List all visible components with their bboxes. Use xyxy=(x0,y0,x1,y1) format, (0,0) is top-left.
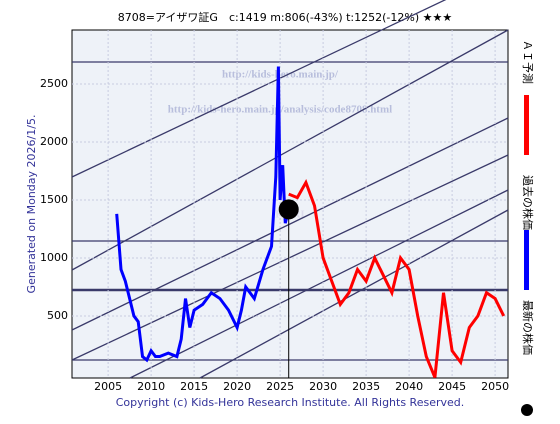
y-tick-label: 1000 xyxy=(40,251,68,264)
x-tick-label: 2050 xyxy=(481,380,509,393)
y-tick-label: 2000 xyxy=(40,135,68,148)
x-tick-label: 2010 xyxy=(137,380,165,393)
x-tick-label: 2005 xyxy=(94,380,122,393)
x-tick-label: 2015 xyxy=(180,380,208,393)
series-line xyxy=(288,179,506,378)
x-tick-label: 2030 xyxy=(309,380,337,393)
legend-swatch xyxy=(521,404,533,416)
legend-swatch xyxy=(524,95,529,155)
legend-label: 最新の株価 xyxy=(521,300,535,355)
y-tick-label: 500 xyxy=(47,309,68,322)
x-tick-label: 2040 xyxy=(395,380,423,393)
x-tick-label: 2035 xyxy=(352,380,380,393)
side-note: Generated on Monday 2026/1/5. xyxy=(25,115,38,294)
series-layer xyxy=(115,66,506,378)
legend-label: 過去の株価 xyxy=(521,175,535,230)
legend-label: ＡＩ予測 xyxy=(521,40,535,84)
y-tick-label: 1500 xyxy=(40,193,68,206)
footer: Copyright (c) Kids-Hero Research Institu… xyxy=(116,396,465,409)
x-tick-label: 2025 xyxy=(266,380,294,393)
x-tick-label: 2045 xyxy=(438,380,466,393)
chart-title: 8708=アイザワ証G c:1419 m:806(-43%) t:1252(-1… xyxy=(118,11,453,24)
x-tick-label: 2020 xyxy=(223,380,251,393)
y-tick-label: 2500 xyxy=(40,77,68,90)
latest-point xyxy=(278,199,299,220)
series-line xyxy=(115,66,291,363)
legend-swatch xyxy=(524,230,529,290)
